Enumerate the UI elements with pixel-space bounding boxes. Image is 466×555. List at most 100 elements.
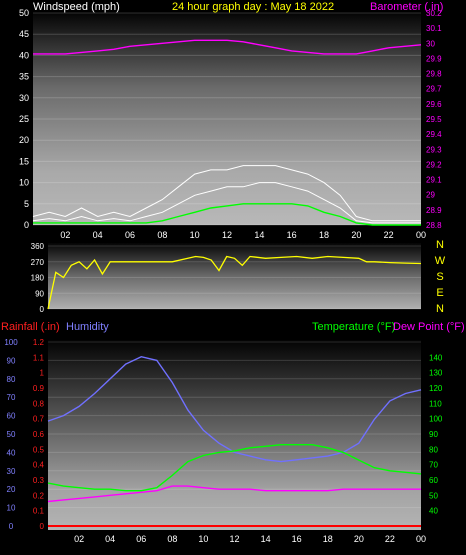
- windspeed-tick-label: 40: [19, 50, 29, 60]
- humidity-tick-label: 90: [7, 356, 16, 365]
- dewpoint-axis-label: Dew Point (°F): [393, 321, 465, 333]
- rainfall-tick-label: 1.2: [33, 338, 45, 347]
- time-tick-label: 04: [93, 230, 103, 240]
- rainfall-tick-label: 1: [40, 369, 45, 378]
- time-tick-label: 14: [254, 230, 264, 240]
- barometer-tick-label: 30.1: [426, 24, 442, 33]
- windspeed-tick-label: 10: [19, 178, 29, 188]
- time-tick-label: 12: [222, 230, 232, 240]
- windspeed-tick-label: 15: [19, 156, 29, 166]
- temperature-tick-label: 40: [429, 507, 438, 516]
- windspeed-tick-label: 30: [19, 93, 29, 103]
- barometer-axis-label: Barometer (.in): [370, 1, 443, 13]
- humidity-tick-label: 100: [4, 338, 18, 347]
- barometer-tick-label: 29.4: [426, 130, 442, 139]
- barometer-tick-label: 29.7: [426, 85, 442, 94]
- direction-tick-label: 0: [40, 305, 45, 314]
- humidity-axis-label: Humidity: [66, 321, 109, 333]
- temperature-axis-label: Temperature (°F): [312, 321, 395, 333]
- temperature-tick-label: 110: [429, 399, 442, 408]
- chart-title: 24 hour graph day : May 18 2022: [172, 1, 334, 13]
- barometer-tick-label: 29.9: [426, 54, 442, 63]
- compass-label: N: [436, 303, 444, 315]
- rainfall-tick-label: 0.5: [33, 445, 45, 454]
- humidity-tick-label: 70: [7, 393, 16, 402]
- barometer-tick-label: 29.6: [426, 100, 442, 109]
- time-tick-label: 18: [319, 230, 329, 240]
- rainfall-axis-label: Rainfall (.in): [1, 321, 60, 333]
- time-tick-label: 06: [125, 230, 135, 240]
- barometer-tick-label: 30: [426, 39, 435, 48]
- wind-barometer-panel: 0 5 10 15 20 25 30 35 40 45 50 28.8 28.9 29 29.1 29.2 2…: [19, 8, 442, 240]
- series-line-temperature: [47, 444, 422, 492]
- wind-plot-background: [33, 13, 421, 225]
- time-tick-label: 02: [60, 230, 70, 240]
- time-tick-label: 10: [190, 230, 200, 240]
- time-tick-label: 16: [287, 230, 297, 240]
- windspeed-tick-label: 45: [19, 29, 29, 39]
- windspeed-axis-label: Windspeed (mph): [33, 1, 120, 13]
- windspeed-tick-label: 25: [19, 114, 29, 124]
- rainfall-tick-label: 0.7: [33, 415, 45, 424]
- temperature-tick-label: 120: [429, 384, 443, 393]
- rainfall-tick-label: 0.4: [33, 461, 45, 470]
- series-line-gust: [32, 165, 421, 222]
- humidity-tick-label: 30: [7, 467, 16, 476]
- time-tick-label: 18: [323, 534, 333, 544]
- series-line-humidity: [47, 355, 422, 463]
- time-tick-label: 14: [261, 534, 271, 544]
- temperature-tick-label: 70: [429, 461, 438, 470]
- humidity-tick-label: 60: [7, 412, 16, 421]
- compass-label: N: [436, 239, 444, 251]
- time-tick-label: 08: [157, 230, 167, 240]
- rainfall-tick-label: 0.6: [33, 430, 45, 439]
- barometer-tick-label: 29.5: [426, 115, 442, 124]
- time-tick-label: 12: [229, 534, 239, 544]
- time-tick-label: 20: [351, 230, 361, 240]
- compass-label: S: [436, 271, 443, 283]
- rainfall-tick-label: 0.3: [33, 476, 45, 485]
- direction-tick-label: 360: [31, 242, 45, 251]
- time-tick-label: 06: [136, 534, 146, 544]
- temperature-tick-label: 60: [429, 476, 438, 485]
- series-line-average: [33, 203, 421, 226]
- barometer-tick-label: 29: [426, 191, 435, 200]
- series-line-dew-point: [47, 485, 421, 503]
- barometer-tick-label: 30.2: [426, 9, 442, 18]
- temperature-tick-label: 80: [429, 445, 438, 454]
- barometer-tick-label: 28.8: [426, 221, 442, 230]
- windspeed-tick-label: 35: [19, 72, 29, 82]
- temperature-tick-label: 90: [429, 430, 438, 439]
- direction-tick-label: 180: [31, 274, 45, 283]
- time-tick-label: 22: [385, 534, 395, 544]
- humidity-tick-label: 10: [7, 504, 16, 513]
- temperature-tick-label: 140: [429, 353, 443, 362]
- windspeed-tick-label: 50: [19, 8, 29, 18]
- time-tick-label: 04: [105, 534, 115, 544]
- rainfall-tick-label: 0.8: [33, 399, 45, 408]
- humidity-tick-label: 20: [7, 485, 16, 494]
- barometer-tick-label: 29.1: [426, 176, 442, 185]
- barometer-tick-label: 29.2: [426, 160, 442, 169]
- series-line-barometer: [33, 39, 422, 55]
- windspeed-tick-label: 5: [24, 199, 29, 209]
- time-tick-label: 00: [416, 230, 426, 240]
- barometer-tick-label: 29.8: [426, 70, 442, 79]
- barometer-tick-label: 29.3: [426, 145, 442, 154]
- humidity-tick-label: 50: [7, 430, 16, 439]
- series-line-wind-direction: [47, 255, 422, 310]
- time-tick-label: 08: [167, 534, 177, 544]
- compass-label: E: [436, 287, 443, 299]
- rainfall-tick-label: 0.1: [33, 507, 45, 516]
- compass-label: W: [435, 255, 446, 267]
- rainfall-tick-label: 0: [40, 522, 45, 531]
- temperature-tick-label: 100: [429, 415, 443, 424]
- humidity-tick-label: 0: [9, 522, 14, 531]
- series-line-windspeed: [32, 182, 421, 224]
- windspeed-tick-label: 0: [24, 220, 29, 230]
- humidity-plot-background: [48, 340, 421, 530]
- barometer-tick-label: 28.9: [426, 206, 442, 215]
